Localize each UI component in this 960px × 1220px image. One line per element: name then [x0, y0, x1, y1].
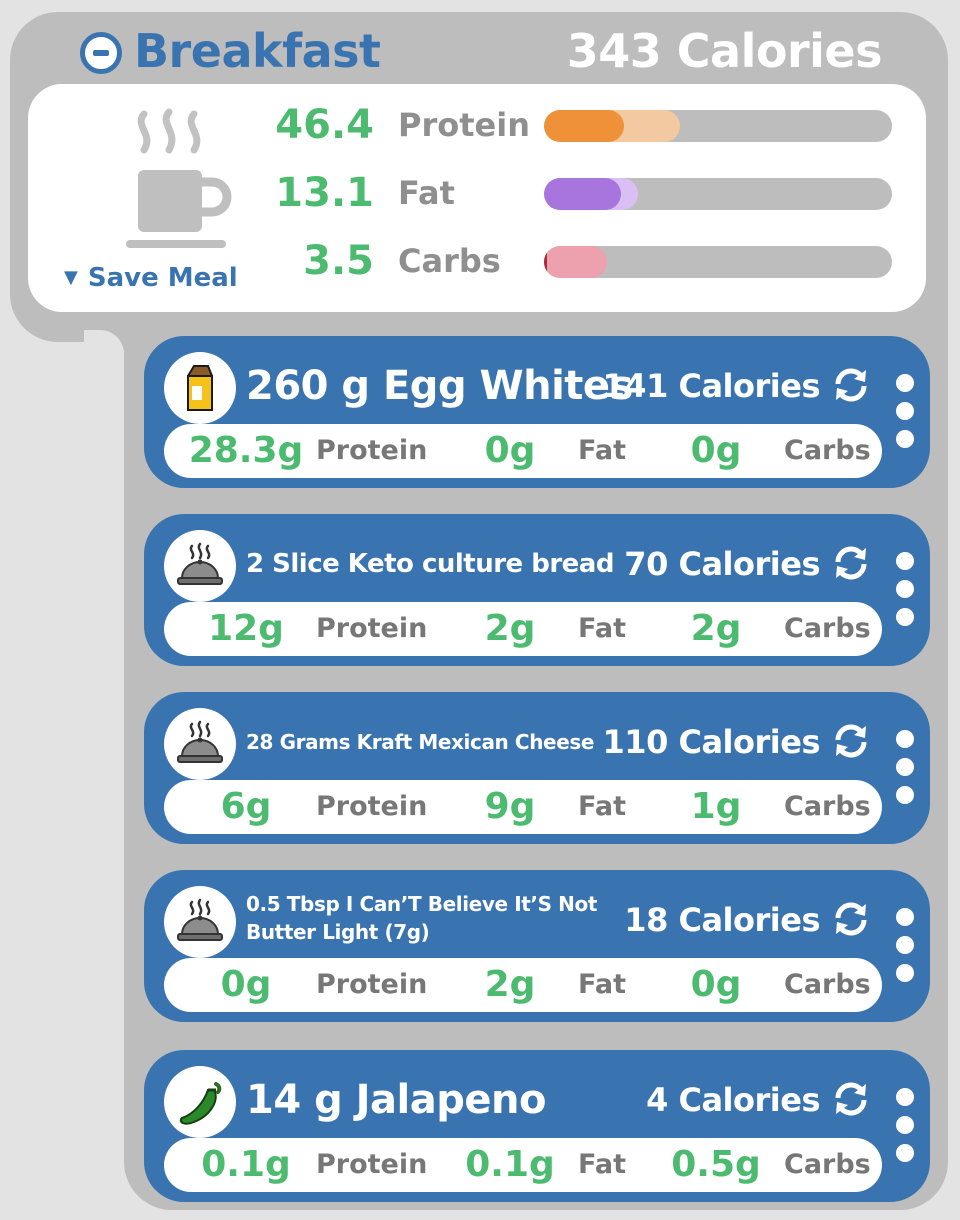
food-calories: 141 Calories	[602, 367, 821, 405]
food-carbs-value: 1g	[690, 786, 742, 827]
food-fat-value: 2g	[484, 608, 536, 649]
macro-row-carbs: 3.5 Carbs	[28, 236, 926, 286]
food-fat-label: Fat	[578, 613, 626, 644]
fat-bar-fill	[544, 178, 621, 210]
more-options-icon[interactable]	[896, 552, 916, 638]
food-fat-label: Fat	[578, 435, 626, 466]
refresh-icon[interactable]	[830, 720, 872, 762]
carbs-bar	[544, 246, 892, 278]
refresh-icon[interactable]	[830, 364, 872, 406]
carton-icon	[164, 352, 236, 424]
food-protein-label: Protein	[316, 969, 428, 1000]
macro-row-protein: 46.4 Protein	[28, 100, 926, 150]
food-protein-value: 12g	[208, 608, 284, 649]
food-protein-value: 28.3g	[188, 430, 304, 471]
more-options-icon[interactable]	[896, 1088, 916, 1174]
coffee-cup-icon	[126, 108, 232, 248]
food-name[interactable]: 260 g Egg Whites	[246, 363, 633, 409]
caret-down-icon: ▼	[64, 267, 78, 288]
meal-header: Breakfast 343 Calories	[76, 22, 883, 80]
food-carbs-value: 2g	[690, 608, 742, 649]
meal-title[interactable]: Breakfast	[134, 24, 381, 78]
food-item[interactable]: 0.5 Tbsp I Can’T Believe It’S Not Butter…	[144, 870, 930, 1022]
protein-bar	[544, 110, 892, 142]
refresh-icon[interactable]	[830, 1078, 872, 1120]
refresh-icon[interactable]	[830, 542, 872, 584]
food-name[interactable]: 2 Slice Keto culture bread	[246, 549, 614, 579]
food-carbs-value: 0g	[690, 430, 742, 471]
food-fat-value: 0g	[484, 430, 536, 471]
food-carbs-label: Carbs	[784, 435, 871, 466]
card-corner-cut	[84, 330, 124, 370]
food-macros: 28.3g Protein 0g Fat 0g Carbs	[164, 424, 882, 478]
food-carbs-label: Carbs	[784, 791, 871, 822]
food-name[interactable]: 0.5 Tbsp I Can’T Believe It’S Not Butter…	[246, 892, 598, 944]
food-fat-value: 9g	[484, 786, 536, 827]
food-protein-label: Protein	[316, 1149, 428, 1180]
more-options-icon[interactable]	[896, 730, 916, 816]
carbs-bar-target	[544, 246, 607, 278]
cloche-icon	[164, 530, 236, 602]
food-protein-label: Protein	[316, 613, 428, 644]
carbs-bar-fill	[544, 246, 548, 278]
food-item[interactable]: 2 Slice Keto culture bread 70 Calories 1…	[144, 514, 930, 666]
food-calories: 4 Calories	[646, 1081, 820, 1119]
fat-bar	[544, 178, 892, 210]
meal-total-calories: 343 Calories	[566, 24, 883, 78]
carbs-total: 3.5	[303, 238, 374, 284]
food-carbs-value: 0g	[690, 964, 742, 1005]
cloche-icon	[164, 708, 236, 780]
food-protein-label: Protein	[316, 435, 428, 466]
protein-bar-fill	[544, 110, 625, 142]
macro-row-fat: 13.1 Fat	[28, 168, 926, 218]
food-item[interactable]: 28 Grams Kraft Mexican Cheese 110 Calori…	[144, 692, 930, 844]
food-name[interactable]: 28 Grams Kraft Mexican Cheese	[246, 730, 595, 754]
food-name[interactable]: 14 g Jalapeno	[246, 1077, 546, 1123]
meal-summary-panel: ▼ Save Meal 46.4 Protein 13.1 Fat 3.5 Car…	[28, 84, 926, 312]
fat-label: Fat	[398, 174, 455, 212]
save-meal-label: Save Meal	[87, 263, 238, 293]
protein-label: Protein	[398, 106, 530, 144]
food-fat-label: Fat	[578, 791, 626, 822]
food-item[interactable]: 260 g Egg Whites 141 Calories 28.3g Prot…	[144, 336, 930, 488]
food-carbs-label: Carbs	[784, 969, 871, 1000]
fat-total: 13.1	[275, 170, 374, 216]
food-fat-label: Fat	[578, 1149, 626, 1180]
food-macros: 0g Protein 2g Fat 0g Carbs	[164, 958, 882, 1012]
protein-total: 46.4	[275, 102, 374, 148]
food-item[interactable]: 14 g Jalapeno 4 Calories 0.1g Protein 0.…	[144, 1050, 930, 1202]
food-macros: 6g Protein 9g Fat 1g Carbs	[164, 780, 882, 834]
food-protein-value: 6g	[220, 786, 272, 827]
save-meal-button[interactable]: ▼ Save Meal	[64, 260, 238, 296]
cloche-icon	[164, 886, 236, 958]
more-options-icon[interactable]	[896, 374, 916, 460]
food-calories: 70 Calories	[624, 545, 820, 583]
food-protein-value: 0g	[220, 964, 272, 1005]
food-carbs-value: 0.5g	[671, 1144, 761, 1185]
food-carbs-label: Carbs	[784, 613, 871, 644]
food-carbs-label: Carbs	[784, 1149, 871, 1180]
food-calories: 18 Calories	[624, 901, 820, 939]
food-protein-label: Protein	[316, 791, 428, 822]
more-options-icon[interactable]	[896, 908, 916, 994]
pepper-icon	[164, 1066, 236, 1138]
food-fat-value: 2g	[484, 964, 536, 1005]
food-fat-label: Fat	[578, 969, 626, 1000]
food-calories: 110 Calories	[602, 723, 821, 761]
carbs-label: Carbs	[398, 242, 501, 280]
collapse-icon[interactable]	[80, 32, 122, 74]
refresh-icon[interactable]	[830, 898, 872, 940]
food-fat-value: 0.1g	[465, 1144, 555, 1185]
food-macros: 0.1g Protein 0.1g Fat 0.5g Carbs	[164, 1138, 882, 1192]
food-protein-value: 0.1g	[201, 1144, 291, 1185]
food-macros: 12g Protein 2g Fat 2g Carbs	[164, 602, 882, 656]
